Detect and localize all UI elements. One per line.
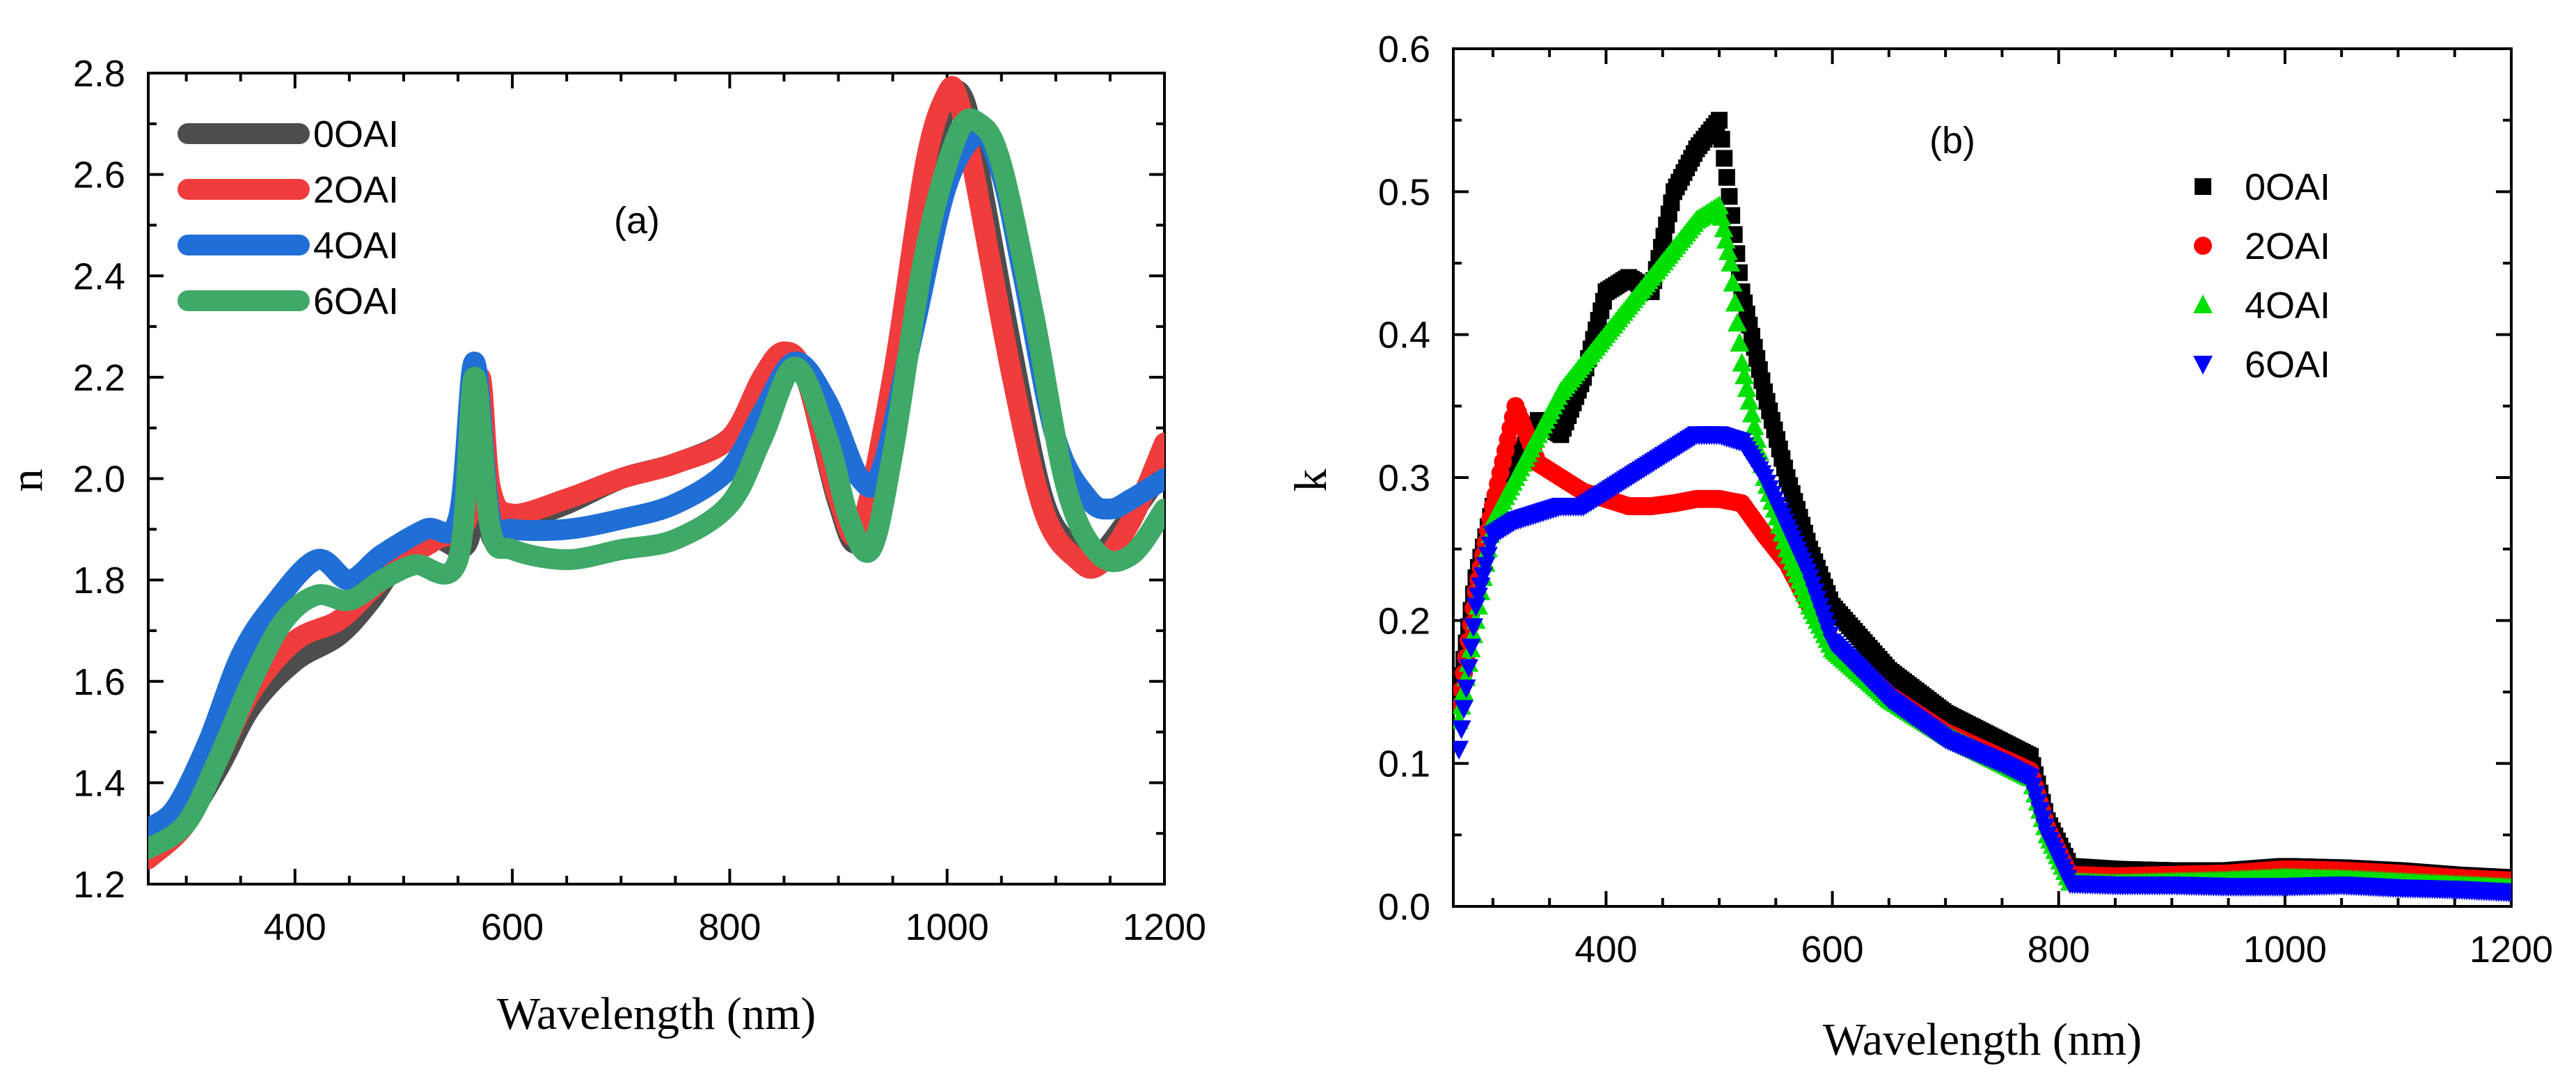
panel-b-point-6oai: [2502, 883, 2511, 903]
panel-b-y-tick-label: 0.3: [1378, 457, 1430, 499]
panel-b-point-0oai: [1713, 131, 1730, 148]
panel-b-legend: 0OAI 2OAI 4OAI 6OAI: [2193, 166, 2330, 386]
panel-b-legend-marker-2oai: [2194, 237, 2212, 255]
panel-a-label: (a): [614, 200, 660, 242]
panel-a-y-tick-label: 1.8: [73, 560, 125, 601]
panel-b-point-4oai: [1732, 352, 1752, 372]
panel-a-legend-label-0oai: 0OAI: [313, 113, 399, 155]
panel-b-point-0oai: [1716, 150, 1733, 167]
panel-b-x-tick-label: 1000: [2243, 929, 2327, 970]
panel-b-legend-label-4oai: 4OAI: [2245, 285, 2330, 326]
panel-b-point-4oai: [1741, 403, 1762, 423]
panel-b-point-4oai: [1718, 241, 1739, 260]
panel-a-x-tick-label: 1200: [1123, 906, 1206, 948]
panel-a-y-tick-label: 2.0: [73, 459, 125, 501]
panel-b-point-4oai: [1744, 416, 1764, 435]
panel-a-series-group: [148, 76, 1164, 869]
panel-b-point-6oai: [1476, 557, 1496, 576]
panel-b-x-tick-label: 1200: [2470, 929, 2553, 970]
panel-b-point-6oai: [1453, 741, 1469, 760]
panel-b-y-axis-title: k: [1286, 469, 1336, 492]
panel-b-x-tick-label: 400: [1574, 929, 1637, 970]
panel-a-x-tick-label: 1000: [906, 906, 989, 948]
panel-b-y-tick-label: 0.0: [1378, 886, 1430, 928]
panel-a-legend: 0OAI 2OAI 4OAI 6OAI: [177, 113, 399, 322]
panel-b-legend-marker-0oai: [2195, 178, 2211, 195]
panel-a-x-tick-label: 800: [698, 906, 761, 948]
panel-b-point-6oai: [1471, 577, 1491, 597]
panel-b-point-4oai: [1725, 292, 1745, 312]
panel-b-point-4oai: [1721, 253, 1741, 272]
panel-b-series-6oai: [1453, 426, 2511, 903]
panel-b-chart: 400 600 800 1000 1200 0.0 0.1 0.2 0.3 0.4 0.5 0.6 0…: [1286, 29, 2553, 1065]
panel-b-x-axis-title: Wavelength (nm): [1823, 1014, 2142, 1065]
panel-b-point-6oai: [1461, 638, 1481, 658]
panel-a-y-tick-label: 2.2: [73, 357, 125, 399]
panel-b-y-tick-label: 0.4: [1378, 315, 1430, 356]
panel-a-y-tick-label: 2.6: [73, 155, 125, 196]
panel-b-point-4oai: [1712, 207, 1732, 226]
panel-a-legend-label-4oai: 4OAI: [313, 225, 399, 267]
panel-b-point-0oai: [1718, 168, 1735, 186]
panel-a-legend-label-6oai: 6OAI: [313, 281, 399, 322]
panel-b-point-4oai: [1728, 313, 1748, 332]
panel-b-point-6oai: [1478, 546, 1498, 566]
panel-a-legend-label-2oai: 2OAI: [313, 169, 399, 211]
panel-b-legend-marker-6oai: [2193, 356, 2213, 375]
panel-b-point-0oai: [1721, 188, 1738, 205]
panel-b-point-6oai: [1468, 588, 1488, 607]
panel-b-y-tick-label: 0.2: [1378, 600, 1430, 642]
panel-b-series-2oai: [1453, 397, 2511, 890]
panel-b-y-tick-label: 0.6: [1378, 29, 1430, 70]
panel-a-y-tick-label: 2.4: [73, 255, 125, 297]
panel-b-y-tick-label: 0.5: [1378, 171, 1430, 213]
panel-b-legend-label-0oai: 0OAI: [2245, 166, 2330, 208]
panel-b-point-6oai: [1456, 679, 1476, 699]
panel-b-point-4oai: [1735, 365, 1755, 384]
panel-a-chart: 400 600 800 1000 1200 1.2 1.4 1.6 1.8 2.0 2.2 2.4 2.…: [1, 53, 1206, 1039]
panel-a-y-tick-label: 1.6: [73, 661, 125, 703]
panel-b-point-4oai: [1716, 230, 1736, 249]
panel-b-point-6oai: [1453, 720, 1471, 739]
panel-a-y-tick-label: 1.2: [73, 864, 125, 906]
panel-a-y-tick-label: 1.4: [73, 762, 125, 804]
panel-b-point-4oai: [1709, 195, 1730, 214]
panel-b-point-4oai: [1714, 218, 1734, 237]
panel-b-point-4oai: [1737, 378, 1757, 398]
panel-b-label: (b): [1929, 120, 1975, 162]
panel-b-legend-label-2oai: 2OAI: [2245, 226, 2330, 267]
panel-a-series-6oai: [148, 109, 1164, 860]
panel-a-x-tick-label: 600: [481, 906, 544, 948]
panel-a-axes: 400 600 800 1000 1200 1.2 1.4 1.6 1.8 2.0 2.2 2.4 2.…: [73, 53, 1206, 948]
panel-a-y-axis-title: n: [1, 469, 52, 492]
panel-b-point-6oai: [1459, 659, 1479, 678]
panel-a-x-axis-title: Wavelength (nm): [497, 989, 816, 1039]
panel-b-legend-label-6oai: 6OAI: [2245, 344, 2330, 386]
panel-b-point-6oai: [1464, 618, 1484, 638]
panel-b-point-4oai: [1723, 272, 1743, 292]
panel-b-point-4oai: [1730, 332, 1750, 352]
panel-b-point-6oai: [1473, 567, 1493, 586]
panel-b-legend-marker-4oai: [2193, 294, 2213, 313]
panel-b-series-group: [1453, 111, 2511, 903]
panel-b-point-0oai: [1711, 111, 1728, 129]
panel-b-point-6oai: [1454, 700, 1474, 719]
panel-b-point-6oai: [1466, 597, 1486, 617]
panel-b-point-4oai: [1739, 391, 1760, 410]
panel-b-x-tick-label: 600: [1801, 929, 1864, 970]
panel-b-x-tick-label: 800: [2028, 929, 2090, 970]
panel-a-x-tick-label: 400: [264, 906, 326, 948]
panel-b-axes: 400 600 800 1000 1200 0.0 0.1 0.2 0.3 0.4 0.5 0.6: [1378, 29, 2553, 970]
panel-a-y-tick-label: 2.8: [73, 53, 125, 95]
panel-b-y-tick-label: 0.1: [1378, 743, 1430, 785]
